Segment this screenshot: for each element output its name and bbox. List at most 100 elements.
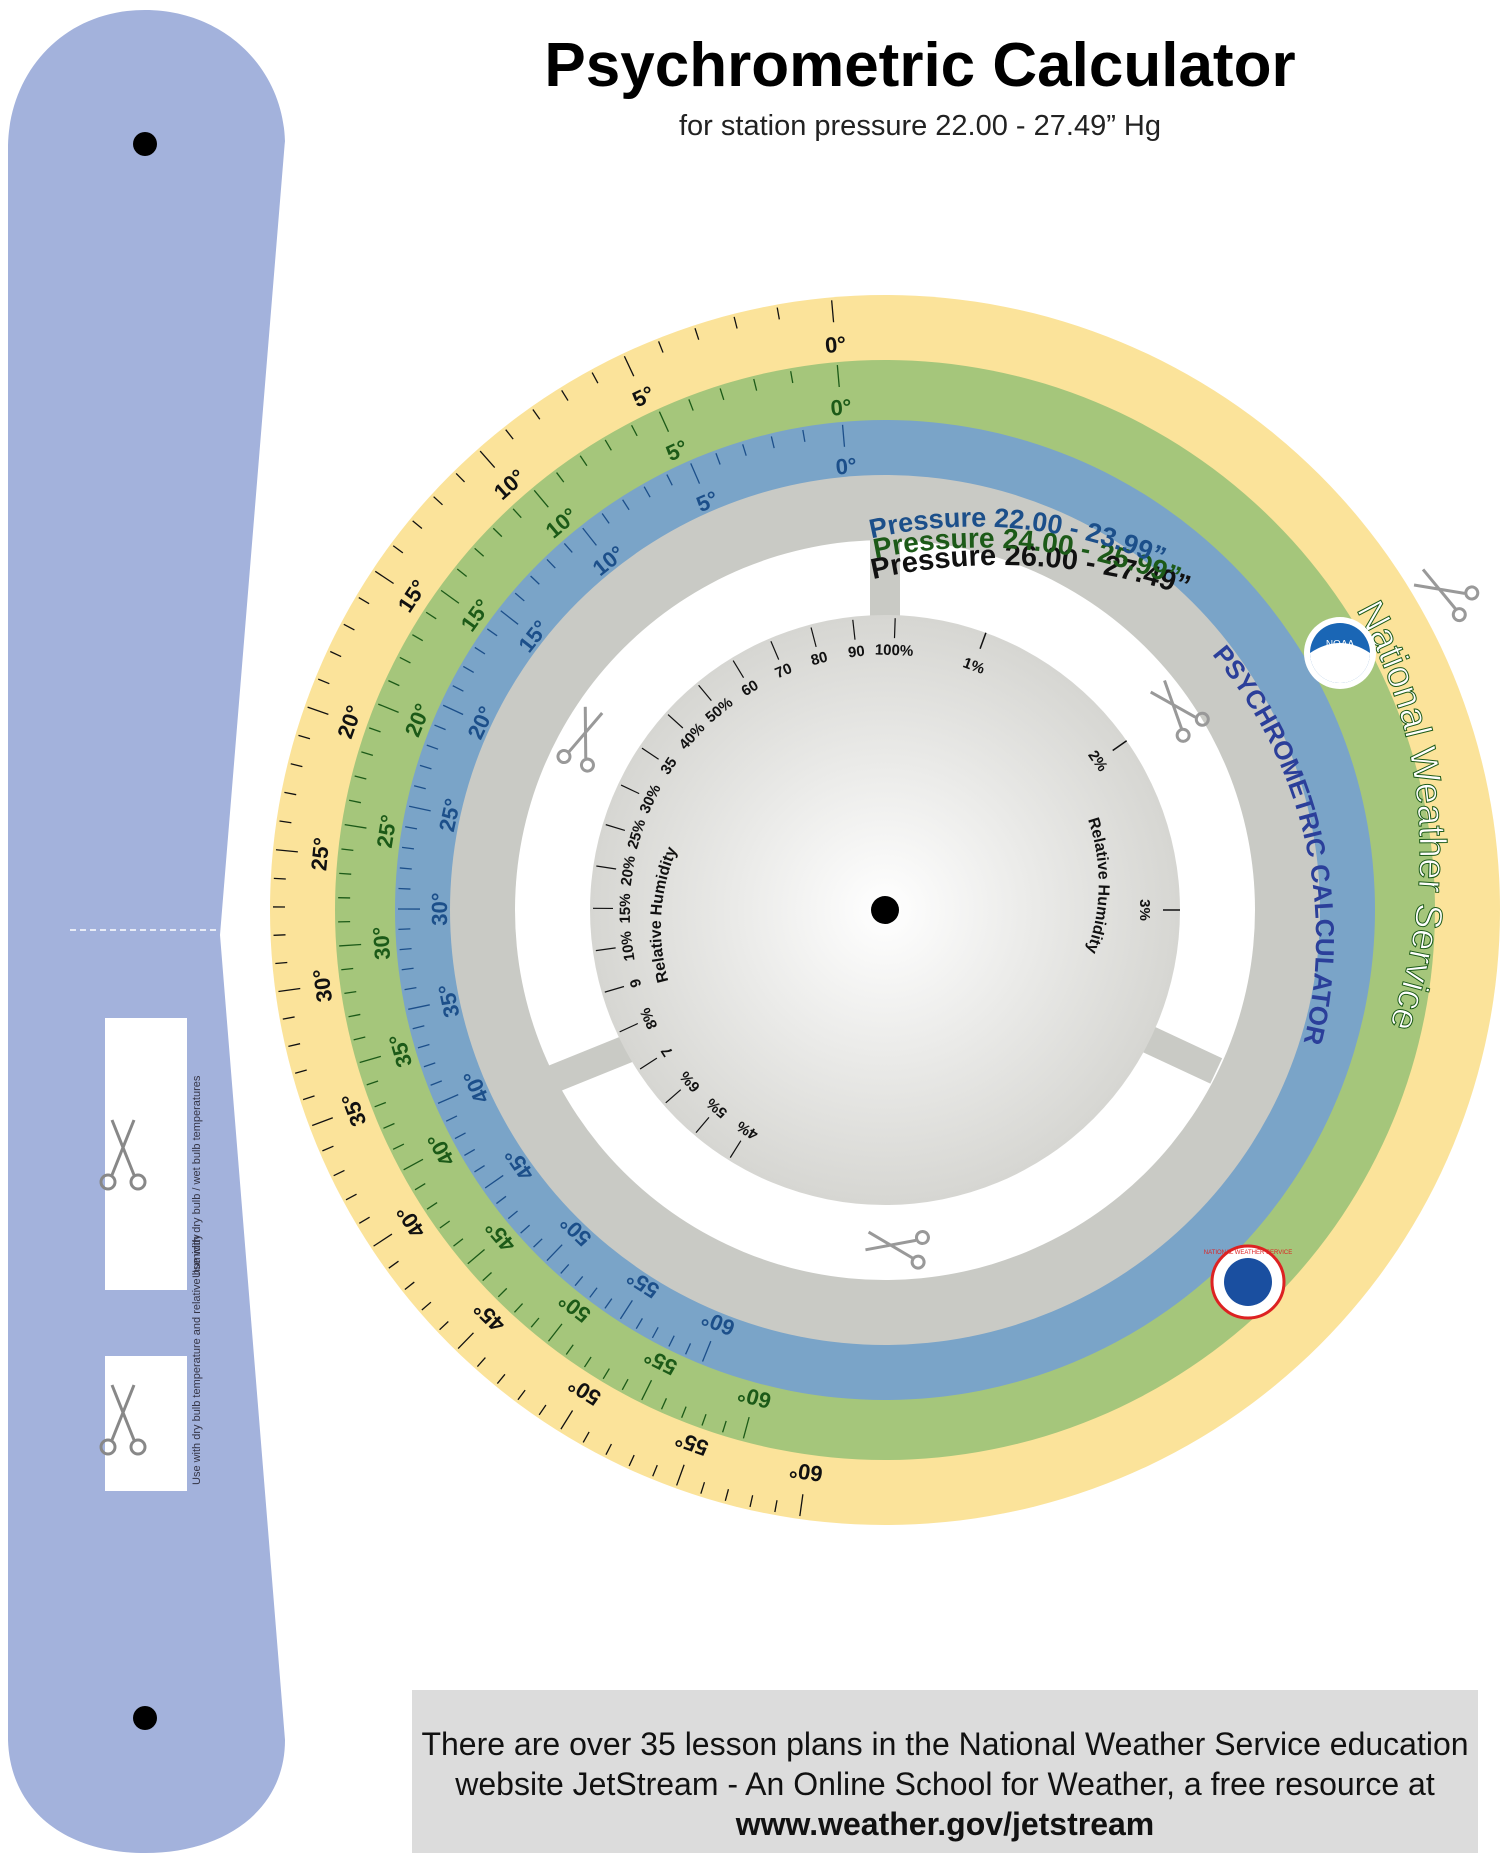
outer-tick [538, 1404, 547, 1416]
inner-tick [770, 436, 775, 449]
outer-tick [373, 1233, 393, 1247]
inner-tick [413, 785, 426, 790]
outer-tick [517, 1389, 526, 1401]
slider-window-2-label: Use with dry bulb temperature and relati… [191, 1234, 203, 1485]
middle-scale-label: 0° [829, 394, 852, 421]
middle-tick [426, 1202, 438, 1210]
outer-tick [700, 1481, 706, 1494]
inner-tick [530, 575, 540, 585]
outer-tick [749, 1495, 754, 1508]
nws-logo-text: NATIONAL WEATHER SERVICE [1204, 1250, 1292, 1256]
outer-tick [733, 316, 738, 329]
outer-tick [388, 1260, 399, 1269]
middle-tick [339, 943, 362, 947]
inner-tick [401, 967, 414, 971]
outer-tick [582, 1431, 590, 1443]
middle-tick [641, 1379, 653, 1401]
middle-tick [440, 589, 460, 604]
inner-tick [419, 764, 432, 770]
inner-tick [715, 453, 721, 465]
scissors-icon [1413, 568, 1480, 623]
middle-tick [701, 1413, 707, 1426]
footer-link[interactable]: www.weather.gov/jetstream [735, 1806, 1155, 1842]
middle-tick [348, 1013, 361, 1018]
rh-tick [667, 714, 684, 729]
middle-tick [681, 1406, 687, 1419]
outer-tick [831, 300, 835, 323]
subtitle: for station pressure 22.00 - 27.49” Hg [679, 110, 1161, 142]
middle-tick [492, 527, 503, 538]
outer-tick [345, 1193, 357, 1201]
slider-body[interactable] [8, 10, 285, 1853]
middle-tick [354, 775, 367, 780]
outer-tick [358, 1216, 370, 1224]
inner-tick [533, 1238, 543, 1248]
outer-tick [284, 791, 297, 796]
middle-tick [565, 1344, 574, 1355]
inner-tick [442, 704, 464, 716]
dial[interactable]: 0°5°10°15°20°25°30°35°40°45°50°55°60°0°5… [270, 295, 1500, 1525]
outer-tick [532, 409, 541, 420]
middle-tick [621, 1378, 629, 1391]
inner-tick [404, 987, 417, 991]
outer-tick [774, 1500, 778, 1513]
inner-tick [507, 1210, 518, 1220]
inner-tick [601, 513, 610, 524]
inner-tick [622, 499, 630, 511]
scissors-icon [865, 1230, 930, 1270]
page-title: Psychrometric Calculator [544, 31, 1296, 100]
middle-tick [456, 568, 468, 578]
rh-scale-label: 10% [618, 930, 639, 962]
outer-tick [329, 650, 342, 658]
nws-logo: NATIONAL WEATHER SERVICE [1204, 1244, 1292, 1320]
outer-tick [412, 520, 423, 529]
middle-tick [742, 1416, 750, 1439]
middle-tick [583, 1356, 592, 1368]
middle-tick [790, 371, 794, 384]
spoke-top [870, 540, 900, 620]
noaa-logo: NOAA [1304, 617, 1376, 689]
outer-tick [724, 1489, 730, 1501]
outer-tick [294, 1069, 307, 1074]
inner-tick [430, 1080, 443, 1086]
inner-tick [474, 646, 486, 655]
middle-tick [453, 1238, 464, 1247]
slider-strip[interactable]: Use with dry bulb / wet bulb temperature… [8, 10, 285, 1853]
outer-tick [298, 734, 311, 740]
middle-tick [399, 656, 411, 664]
spoke-left [547, 1036, 633, 1092]
inner-tick [582, 527, 597, 546]
outer-tick [275, 961, 288, 965]
inner-tick [405, 826, 418, 830]
middle-tick [602, 1368, 610, 1380]
rh-tick [979, 632, 987, 650]
rh-tick [852, 619, 856, 640]
pivot-hole-top [133, 132, 157, 156]
inner-tick [445, 1115, 458, 1122]
outer-tick [560, 1410, 574, 1430]
middle-tick [425, 611, 437, 620]
footer-text: There are over 35 lesson plans in the Na… [421, 1726, 1469, 1802]
outer-tick [288, 1043, 301, 1047]
middle-tick [341, 967, 354, 971]
middle-tick [383, 1122, 395, 1129]
rh-tick [810, 627, 817, 648]
scissors-icon [99, 1384, 147, 1456]
rh-tick [604, 985, 625, 993]
inner-tick [500, 610, 519, 625]
outer-tick [302, 1095, 315, 1101]
center-pivot [871, 896, 899, 924]
rh-tick [639, 1057, 658, 1070]
outer-tick [623, 355, 635, 377]
rh-tick [770, 640, 780, 660]
inner-tick [668, 1335, 675, 1347]
pivot-hole-bottom [133, 1706, 157, 1730]
rh-scale-label: 80 [809, 649, 829, 670]
middle-tick [497, 1287, 508, 1298]
outer-tick [776, 307, 780, 320]
scissors-icon [1149, 679, 1210, 743]
middle-tick [630, 424, 638, 437]
middle-tick [556, 472, 565, 483]
outer-tick [307, 706, 329, 716]
middle-tick [361, 751, 374, 756]
